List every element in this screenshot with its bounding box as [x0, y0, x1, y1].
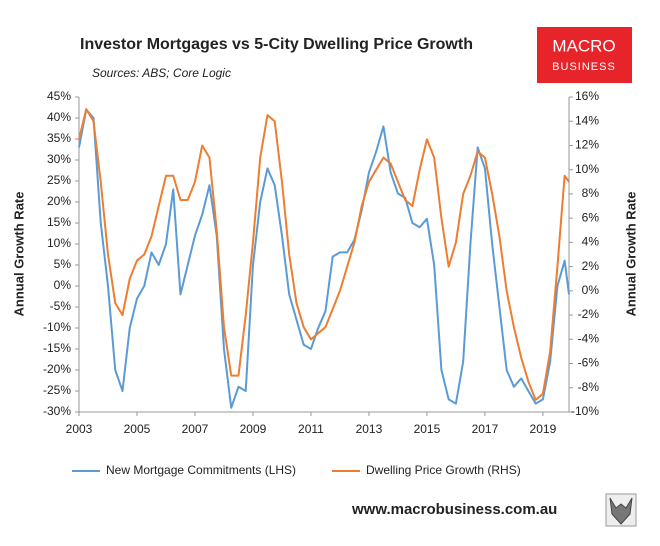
legend-label: Dwelling Price Growth (RHS) [366, 463, 521, 477]
y-tick-label: 20% [47, 194, 71, 208]
y-tick-label: 25% [47, 173, 71, 187]
y-tick-label: -25% [43, 383, 71, 397]
y2-tick-label: 2% [582, 259, 600, 273]
y2-tick-label: -10% [571, 404, 599, 418]
y2-tick-label: -2% [578, 307, 600, 321]
wolf-icon [605, 493, 637, 527]
website: www.macrobusiness.com.au [351, 501, 557, 518]
y-tick-label: -15% [43, 341, 71, 355]
y-tick-label: 5% [54, 257, 72, 271]
chart-title: Investor Mortgages vs 5-City Dwelling Pr… [80, 36, 473, 53]
series-line [78, 108, 570, 401]
y2-tick-label: 12% [575, 138, 599, 152]
x-tick-label: 2011 [298, 422, 324, 436]
y2-tick-label: 6% [582, 210, 600, 224]
y2-tick-label: 0% [582, 283, 600, 297]
y-tick-label: 30% [47, 152, 71, 166]
y2-tick-label: 10% [575, 162, 599, 176]
y2-tick-label: 8% [582, 186, 600, 200]
chart-subtitle: Sources: ABS; Core Logic [92, 66, 231, 80]
y2-tick-label: -4% [578, 331, 600, 345]
x-tick-label: 2009 [240, 422, 267, 436]
y2-tick-label: 16% [575, 89, 599, 103]
y-tick-label: -20% [43, 362, 71, 376]
y-tick-label: -10% [43, 320, 71, 334]
y-axis-title: Annual Growth Rate [11, 192, 26, 317]
x-tick-label: 2007 [182, 422, 209, 436]
x-tick-label: 2015 [414, 422, 441, 436]
x-tick-label: 2003 [66, 422, 93, 436]
y-tick-label: 35% [47, 131, 71, 145]
logo-text: MACRO [552, 36, 615, 55]
x-tick-label: 2017 [472, 422, 499, 436]
logo-box [537, 27, 632, 83]
y-tick-label: 45% [47, 89, 71, 103]
y-tick-label: -30% [43, 404, 71, 418]
x-tick-label: 2005 [124, 422, 151, 436]
y2-tick-label: -8% [578, 380, 600, 394]
y2-tick-label: -6% [578, 356, 600, 370]
legend-label: New Mortgage Commitments (LHS) [106, 463, 296, 477]
series-line [78, 108, 570, 409]
y2-tick-label: 4% [582, 235, 600, 249]
y-tick-label: 0% [54, 278, 72, 292]
y-tick-label: 40% [47, 110, 71, 124]
y2-tick-label: 14% [575, 113, 599, 127]
y-tick-label: 15% [47, 215, 71, 229]
y-tick-label: -5% [50, 299, 72, 313]
x-tick-label: 2019 [530, 422, 557, 436]
logo-text: BUSINESS [552, 61, 616, 73]
y2-axis-title: Annual Growth Rate [623, 192, 638, 317]
x-tick-label: 2013 [356, 422, 383, 436]
y-tick-label: 10% [47, 236, 71, 250]
